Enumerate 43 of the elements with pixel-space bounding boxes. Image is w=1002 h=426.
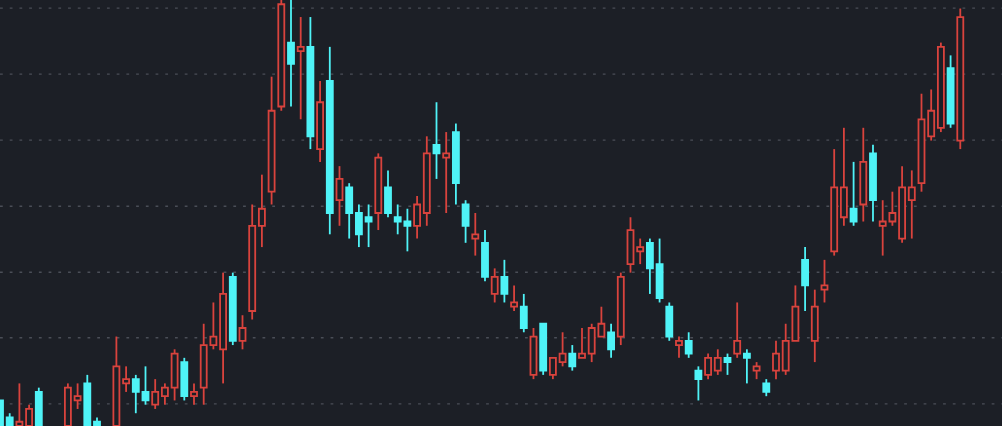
candlestick (25, 403, 34, 426)
candlestick (190, 382, 198, 406)
candlestick (257, 173, 266, 248)
candlestick (820, 258, 829, 304)
candlestick (287, 0, 295, 108)
candlestick (723, 352, 732, 376)
candlestick (160, 382, 169, 406)
candlestick (772, 339, 780, 381)
candlestick (849, 160, 858, 227)
candlestick (733, 301, 742, 359)
candlestick (151, 378, 160, 410)
candlestick (73, 382, 82, 410)
candlestick (500, 258, 509, 304)
candlestick (684, 331, 693, 359)
candlestick (335, 165, 344, 227)
candlestick (364, 203, 373, 248)
candlestick (471, 212, 480, 257)
candlestick (713, 348, 722, 376)
candlestick (131, 373, 140, 415)
candlestick (490, 267, 499, 304)
candlestick (607, 322, 616, 359)
candlestick (296, 16, 305, 121)
candlestick (742, 348, 751, 385)
candlestick (354, 203, 363, 248)
candlestick (694, 365, 703, 402)
candlestick (15, 382, 24, 426)
candlestick (432, 101, 441, 180)
candlestick (413, 195, 422, 240)
candlestick (510, 284, 519, 312)
candlestick (636, 237, 645, 266)
candlestick (519, 293, 528, 334)
candlestick (548, 356, 557, 381)
candlestick (704, 352, 713, 381)
candlestick (568, 344, 577, 372)
candlestick (907, 169, 916, 240)
candlestick (461, 199, 470, 244)
candlestick (578, 327, 586, 359)
candlestick (141, 365, 150, 406)
candlestick (238, 314, 247, 351)
candlestick (122, 365, 131, 393)
candlestick (442, 131, 451, 214)
candlestick (558, 331, 567, 368)
candlestick (675, 335, 683, 359)
